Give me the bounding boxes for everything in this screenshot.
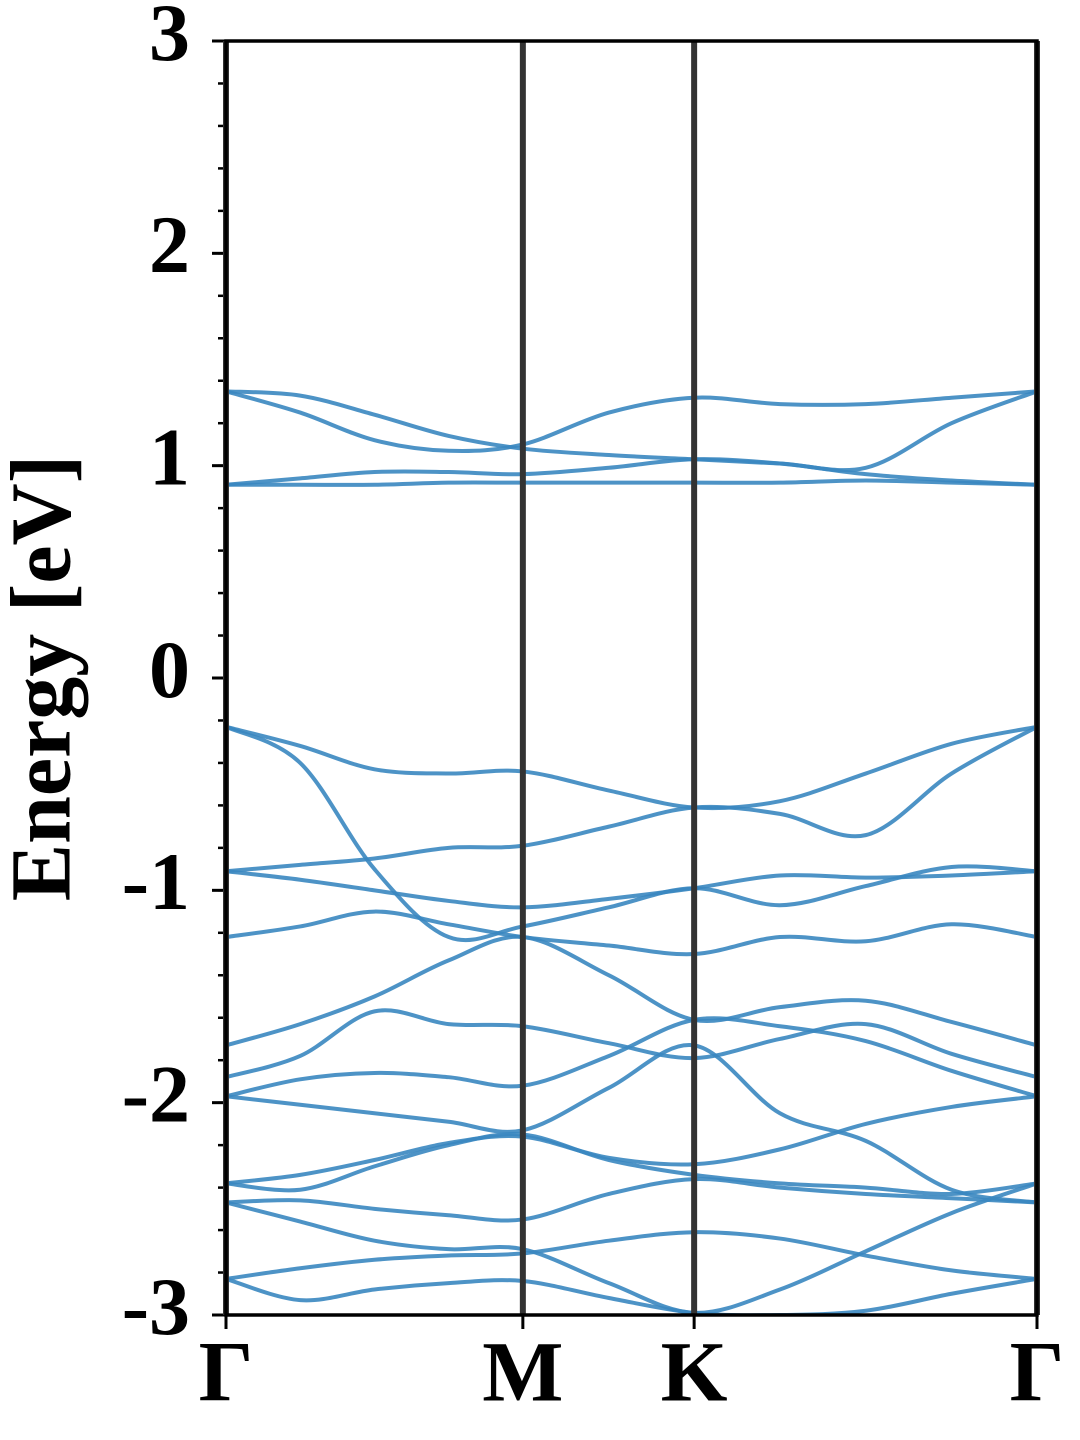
band-line	[226, 1230, 1037, 1281]
x-tick-label: Γ	[199, 1324, 254, 1420]
y-tick-label: -1	[122, 836, 190, 927]
band-line	[226, 478, 1037, 487]
band-line	[226, 389, 1037, 454]
y-tick-label: 3	[149, 0, 190, 78]
y-tick-label: 1	[149, 411, 190, 502]
y-tick-label: -3	[122, 1261, 190, 1352]
y-tick-label: 0	[149, 624, 190, 715]
band-line	[226, 1276, 1037, 1315]
band-line	[226, 1094, 1037, 1186]
y-tick-label: 2	[149, 199, 190, 290]
band-line	[226, 1016, 1037, 1099]
band-line	[226, 909, 1037, 957]
band-line	[226, 457, 1037, 487]
band-line	[226, 1181, 1037, 1315]
band-line	[226, 1008, 1037, 1080]
x-tick-label: K	[661, 1324, 728, 1420]
x-tick-label: M	[482, 1324, 563, 1420]
x-tick-label: Γ	[1010, 1324, 1065, 1420]
y-axis-label: Energy [eV]	[0, 455, 89, 902]
y-tick-label: -2	[122, 1048, 190, 1139]
band-line	[226, 724, 1037, 811]
plot-frame	[224, 39, 1039, 1317]
band-line	[226, 934, 1037, 1048]
band-line	[226, 725, 1037, 943]
band-line	[226, 869, 1037, 910]
band-line	[226, 1177, 1037, 1223]
band-line	[226, 1132, 1037, 1197]
band-line	[226, 389, 1037, 473]
band-line	[226, 725, 1037, 874]
band-line	[226, 1043, 1037, 1205]
